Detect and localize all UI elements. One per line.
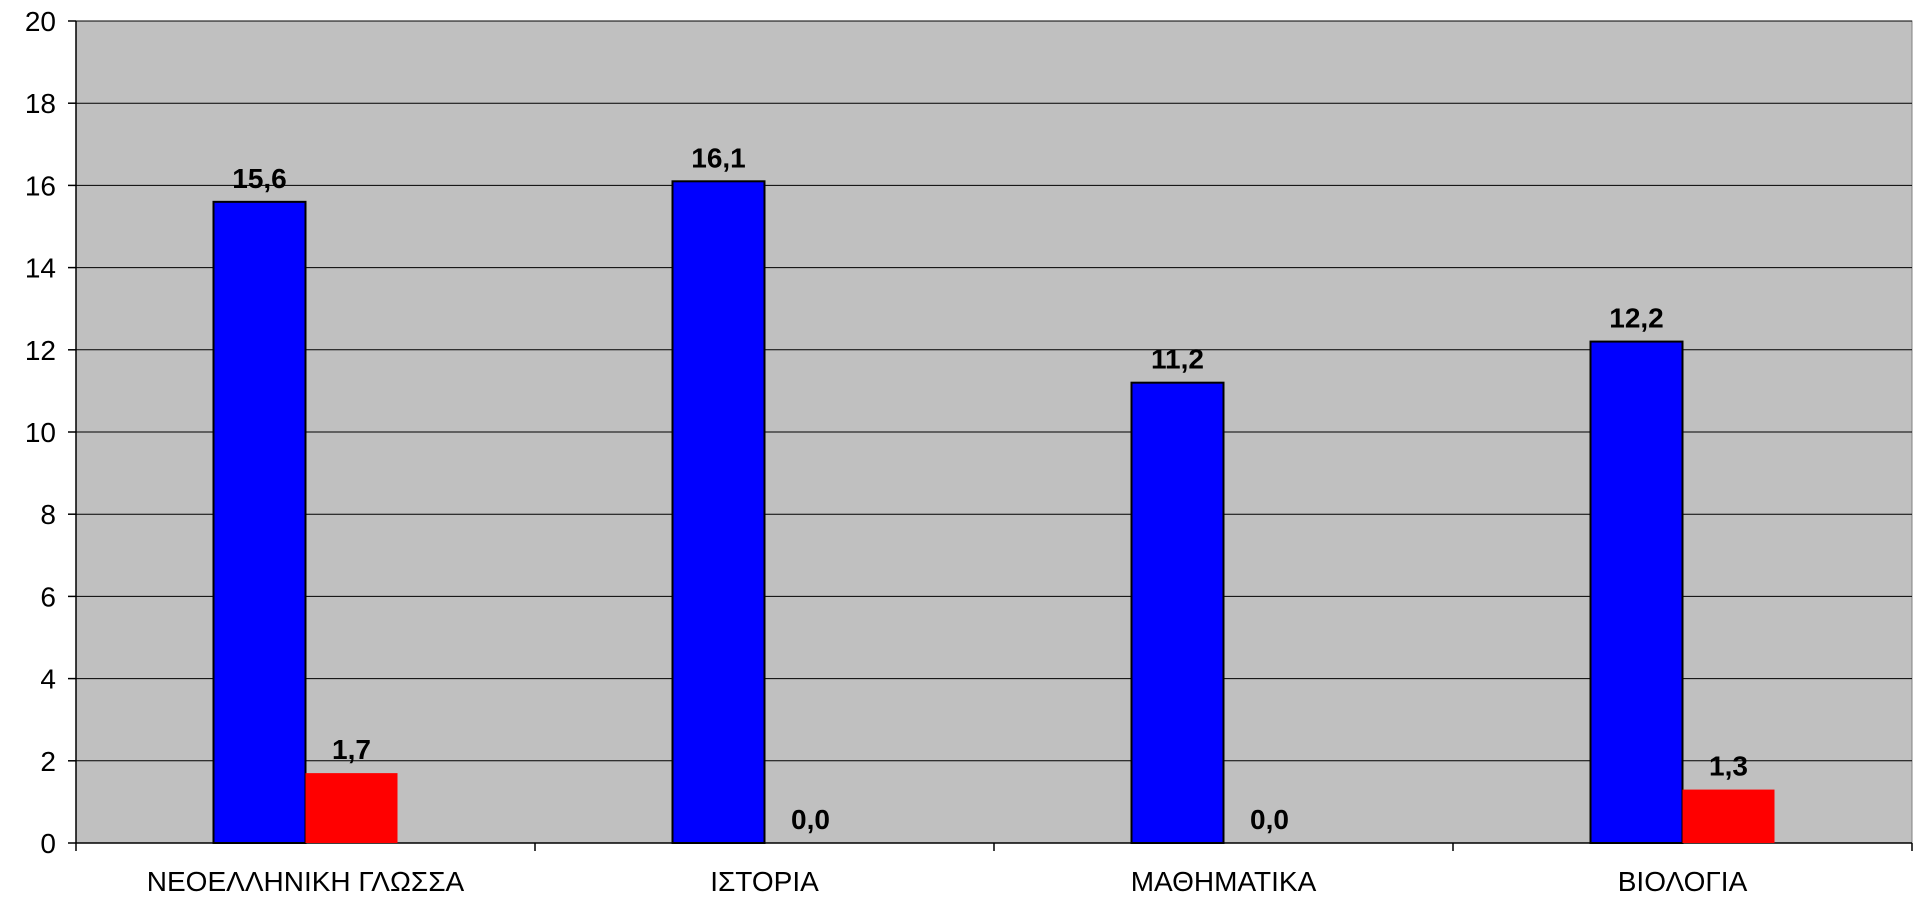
y-tick-label: 10: [25, 417, 56, 448]
data-label: 1,7: [332, 734, 371, 765]
y-tick-label: 8: [40, 499, 56, 530]
y-tick-label: 16: [25, 170, 56, 201]
y-axis: 0 2 4 6 8 10 12 14 16 18 20: [25, 6, 77, 859]
bar-blue: [671, 180, 766, 845]
y-tick-label: 20: [25, 6, 56, 37]
y-tick-label: 0: [40, 828, 56, 859]
category-label: ΒΙΟΛΟΓΙΑ: [1618, 866, 1748, 897]
bar-red: [305, 773, 398, 843]
category-label: ΙΣΤΟΡΙΑ: [710, 866, 819, 897]
bar-blue: [212, 200, 307, 844]
y-tick-label: 18: [25, 88, 56, 119]
y-tick-label: 6: [40, 581, 56, 612]
x-axis: ΝΕΟΕΛΛΗΝΙΚΗ ΓΛΩΣΣΑ ΙΣΤΟΡΙΑ ΜΑΘΗΜΑΤΙΚΑ ΒΙΟΛΟ…: [75, 842, 1913, 897]
data-label: 11,2: [1151, 344, 1204, 375]
y-tick-label: 2: [40, 746, 56, 777]
data-label: 0,0: [791, 804, 830, 835]
y-tick-label: 12: [25, 335, 56, 366]
data-label: 0,0: [1250, 804, 1289, 835]
y-tick-label: 14: [25, 253, 56, 284]
bar-blue: [1130, 381, 1225, 844]
bar-blue: [1589, 340, 1684, 844]
category-label: ΜΑΘΗΜΑΤΙΚΑ: [1131, 866, 1317, 897]
bar-red: [1682, 789, 1775, 843]
data-labels: 15,6 1,7 16,1 0,0 11,2 0,0 12,2 1,3: [232, 142, 1748, 835]
y-tick-label: 4: [40, 664, 56, 695]
data-label: 15,6: [232, 163, 287, 194]
data-label: 16,1: [691, 142, 746, 173]
category-label: ΝΕΟΕΛΛΗΝΙΚΗ ΓΛΩΣΣΑ: [147, 866, 465, 897]
bars: [212, 180, 1775, 845]
data-label: 1,3: [1709, 751, 1748, 782]
data-label: 12,2: [1609, 303, 1664, 334]
